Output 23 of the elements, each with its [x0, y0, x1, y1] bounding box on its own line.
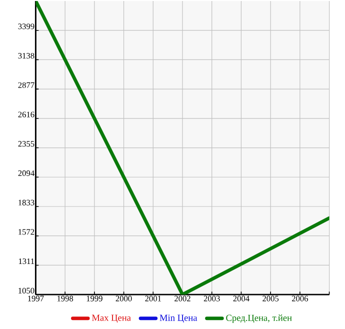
- x-tick-label: 2003: [204, 296, 220, 302]
- x-tick-label: 2005: [262, 296, 279, 302]
- legend-label: Min Цена: [160, 314, 198, 323]
- x-tick-label: 1997: [28, 296, 44, 302]
- y-tick-label: 1572: [18, 229, 34, 235]
- x-tick-label: 2004: [233, 296, 250, 302]
- x-tick-label: 2001: [145, 296, 161, 302]
- x-tick-label: 2000: [116, 296, 132, 302]
- y-tick-label: 1050: [18, 288, 34, 294]
- y-tick-label: 1311: [18, 258, 34, 264]
- y-tick-label: 2616: [18, 112, 34, 118]
- y-tick-label: 1833: [18, 200, 34, 206]
- x-tick-label: 2006: [292, 296, 308, 302]
- y-tick-label: 3399: [18, 24, 34, 30]
- y-tick-label: 2355: [18, 141, 34, 147]
- y-tick-label: 2094: [18, 170, 34, 176]
- x-tick-label: 1999: [86, 296, 102, 302]
- y-tick-label: 2877: [18, 82, 34, 88]
- legend-label: Сред.Цена, т.йен: [226, 314, 292, 323]
- legend-label: Max Цена: [92, 314, 131, 323]
- y-tick-label: 3138: [18, 53, 34, 59]
- x-tick-label: 2002: [174, 296, 190, 302]
- x-tick-label: 1998: [57, 296, 74, 302]
